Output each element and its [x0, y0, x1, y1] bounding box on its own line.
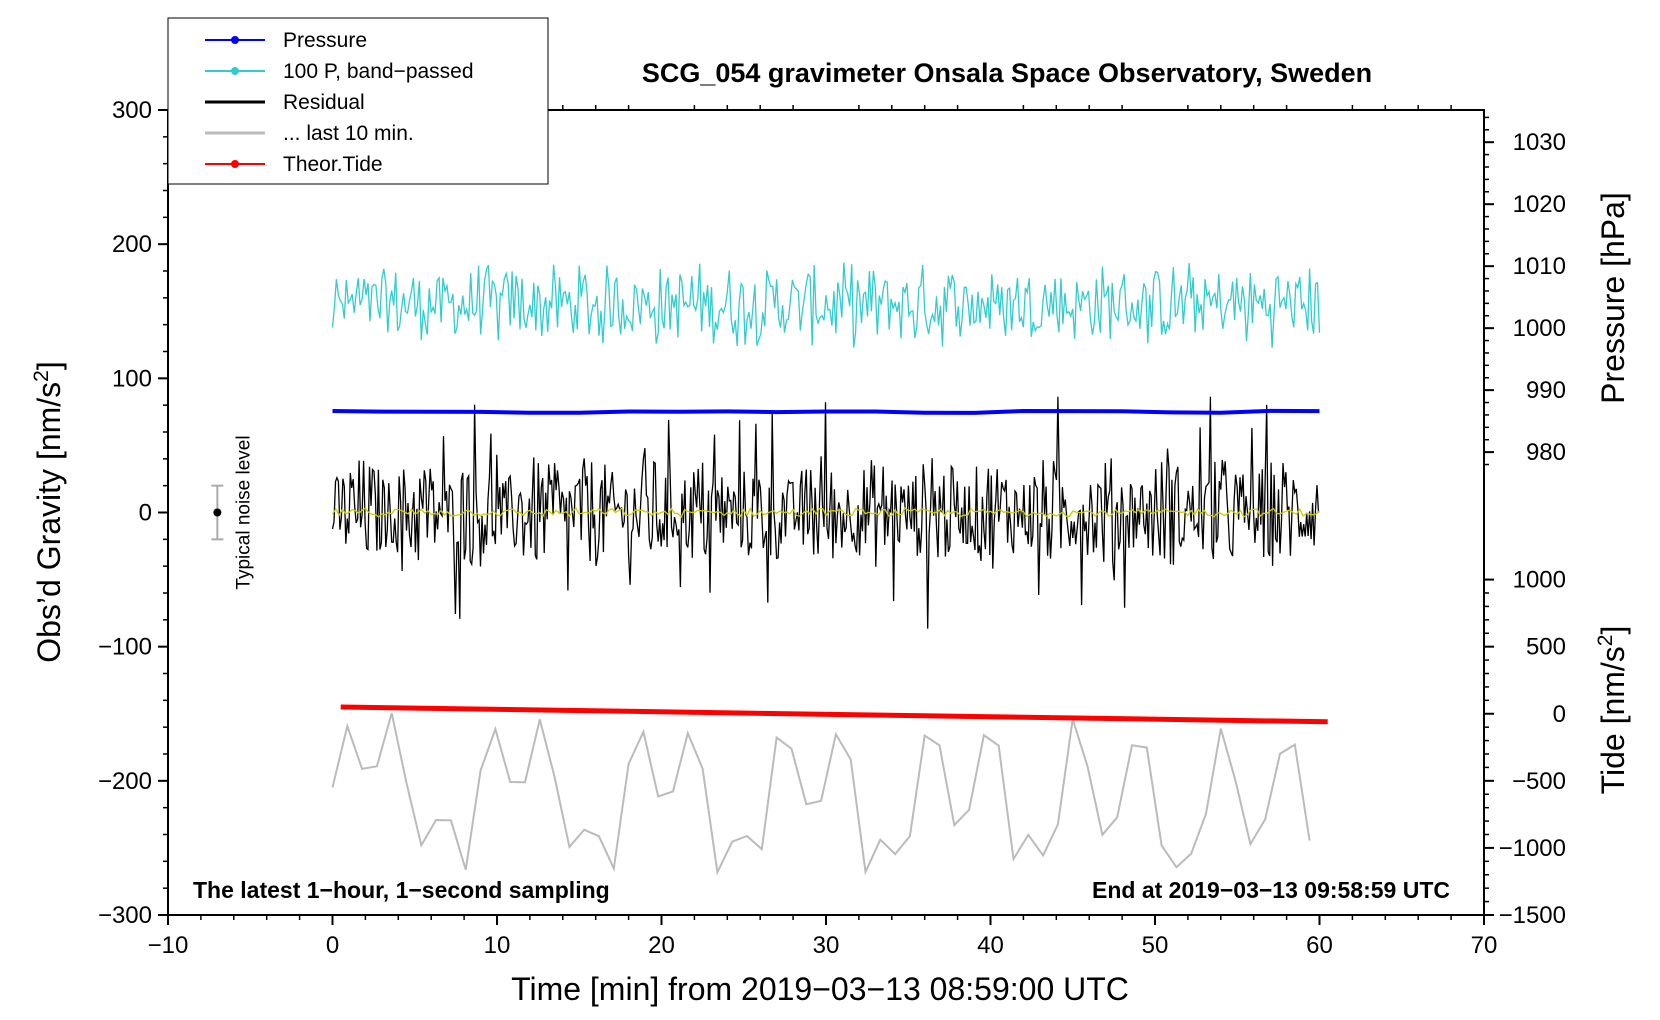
pressure-tick-label: 1030 — [1513, 129, 1566, 156]
noise-center-dot — [213, 508, 222, 517]
y-axis-title-tide: Tide [nm/s2] — [1594, 626, 1631, 795]
series-theor-tide — [340, 704, 1328, 725]
tide-tick-label: −500 — [1512, 768, 1566, 795]
tide-tick-label: 500 — [1526, 634, 1566, 661]
legend-label: ... last 10 min. — [283, 122, 414, 145]
x-tick-label: −10 — [148, 932, 189, 959]
y-axis-title-left: Obs’d Gravity [nm/s2] — [30, 361, 67, 663]
legend-label: Theor.Tide — [283, 153, 383, 176]
tide-tick-label: −1500 — [1499, 902, 1566, 929]
series-100-p-band-passed — [331, 262, 1321, 348]
pressure-tick-label: 980 — [1526, 439, 1566, 466]
annotation-end-time: End at 2019−03−13 09:58:59 UTC — [1092, 877, 1450, 903]
annotation-latest-hour: The latest 1−hour, 1−second sampling — [193, 877, 610, 903]
chart-title: SCG_054 gravimeter Onsala Space Observat… — [642, 58, 1372, 88]
axes: −10 0 10 20 30 40 50 60 70−300−200−1000100200300… — [98, 97, 1566, 959]
series--last-10-min- — [331, 712, 1311, 876]
x-tick-label: 70 — [1471, 932, 1498, 959]
y-axis-title-pressure: Pressure [hPa] — [1595, 192, 1631, 404]
noise-level-label: Typical noise level — [233, 435, 254, 589]
legend-marker — [231, 67, 239, 75]
x-tick-label: 60 — [1306, 932, 1333, 959]
legend-label: Residual — [283, 91, 365, 114]
legend-label: 100 P, band−passed — [283, 60, 474, 83]
series-residual-smoothed — [331, 507, 1320, 519]
y-tick-label: 200 — [112, 231, 152, 258]
x-tick-label: 20 — [648, 932, 675, 959]
legend-marker — [231, 36, 239, 44]
tide-tick-label: −1000 — [1499, 835, 1566, 862]
y-tick-label: −300 — [98, 902, 152, 929]
noise-level-indicator: Typical noise level — [211, 435, 254, 590]
tide-tick-label: 1000 — [1513, 567, 1566, 594]
x-tick-label: 40 — [977, 932, 1004, 959]
series-residual — [331, 396, 1320, 629]
legend-marker — [231, 160, 239, 168]
x-tick-label: 10 — [484, 932, 511, 959]
x-tick-label: 30 — [813, 932, 840, 959]
x-tick-label: 50 — [1142, 932, 1169, 959]
pressure-tick-label: 1010 — [1513, 253, 1566, 280]
x-axis-title: Time [min] from 2019−03−13 08:59:00 UTC — [511, 971, 1129, 1007]
pressure-tick-label: 1020 — [1513, 191, 1566, 218]
y-tick-label: 0 — [139, 500, 152, 527]
y-tick-label: 300 — [112, 97, 152, 124]
y-tick-label: 100 — [112, 365, 152, 392]
legend-label: Pressure — [283, 29, 367, 52]
series-pressure — [332, 408, 1320, 415]
pressure-tick-label: 1000 — [1513, 315, 1566, 342]
y-tick-label: −200 — [98, 768, 152, 795]
x-tick-label: 0 — [326, 932, 339, 959]
plot-lines — [331, 262, 1328, 876]
pressure-tick-label: 990 — [1526, 377, 1566, 404]
y-tick-label: −100 — [98, 634, 152, 661]
legend: Pressure 100 P, band−passed Residual ... la… — [167, 17, 549, 185]
tide-tick-label: 0 — [1553, 701, 1566, 728]
